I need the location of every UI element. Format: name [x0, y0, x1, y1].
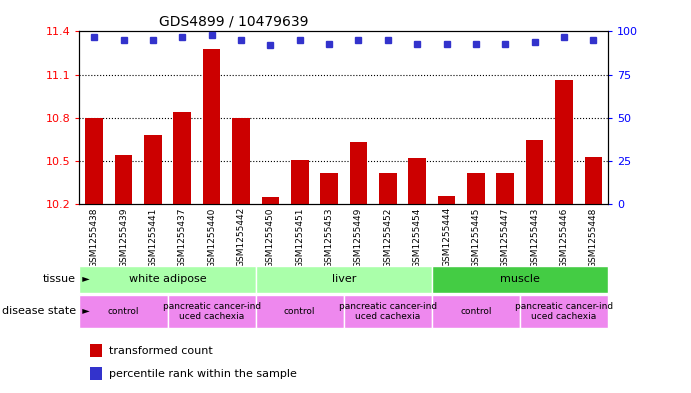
Bar: [79, 295, 167, 328]
Text: pancreatic cancer-ind
uced cachexia: pancreatic cancer-ind uced cachexia: [339, 302, 437, 321]
Bar: [350, 142, 367, 204]
Bar: [344, 295, 432, 328]
Text: control: control: [460, 307, 492, 316]
Bar: [291, 160, 308, 204]
Bar: [232, 118, 249, 204]
Text: control: control: [108, 307, 140, 316]
Text: liver: liver: [332, 274, 356, 285]
Text: transformed count: transformed count: [108, 346, 212, 356]
Bar: [202, 49, 220, 204]
Text: tissue: tissue: [43, 274, 76, 285]
Text: white adipose: white adipose: [129, 274, 207, 285]
Bar: [167, 295, 256, 328]
Bar: [173, 112, 191, 204]
Bar: [379, 173, 397, 204]
Text: pancreatic cancer-ind
uced cachexia: pancreatic cancer-ind uced cachexia: [515, 302, 613, 321]
Bar: [585, 157, 602, 204]
Bar: [90, 344, 102, 357]
Bar: [408, 158, 426, 204]
Text: muscle: muscle: [500, 274, 540, 285]
Bar: [144, 135, 162, 204]
Bar: [90, 367, 102, 380]
Bar: [79, 266, 256, 293]
Bar: [320, 173, 338, 204]
Text: ►: ►: [76, 307, 90, 316]
Bar: [85, 118, 103, 204]
Text: GDS4899 / 10479639: GDS4899 / 10479639: [159, 15, 308, 29]
Bar: [520, 295, 608, 328]
Text: ►: ►: [76, 274, 90, 285]
Text: control: control: [284, 307, 316, 316]
Bar: [496, 173, 514, 204]
Bar: [256, 295, 344, 328]
Text: disease state: disease state: [2, 307, 76, 316]
Bar: [555, 81, 573, 204]
Bar: [256, 266, 432, 293]
Bar: [526, 140, 543, 204]
Bar: [432, 266, 608, 293]
Bar: [432, 295, 520, 328]
Bar: [467, 173, 484, 204]
Bar: [261, 197, 279, 204]
Text: pancreatic cancer-ind
uced cachexia: pancreatic cancer-ind uced cachexia: [162, 302, 261, 321]
Text: percentile rank within the sample: percentile rank within the sample: [108, 369, 296, 378]
Bar: [115, 155, 132, 204]
Bar: [437, 196, 455, 204]
